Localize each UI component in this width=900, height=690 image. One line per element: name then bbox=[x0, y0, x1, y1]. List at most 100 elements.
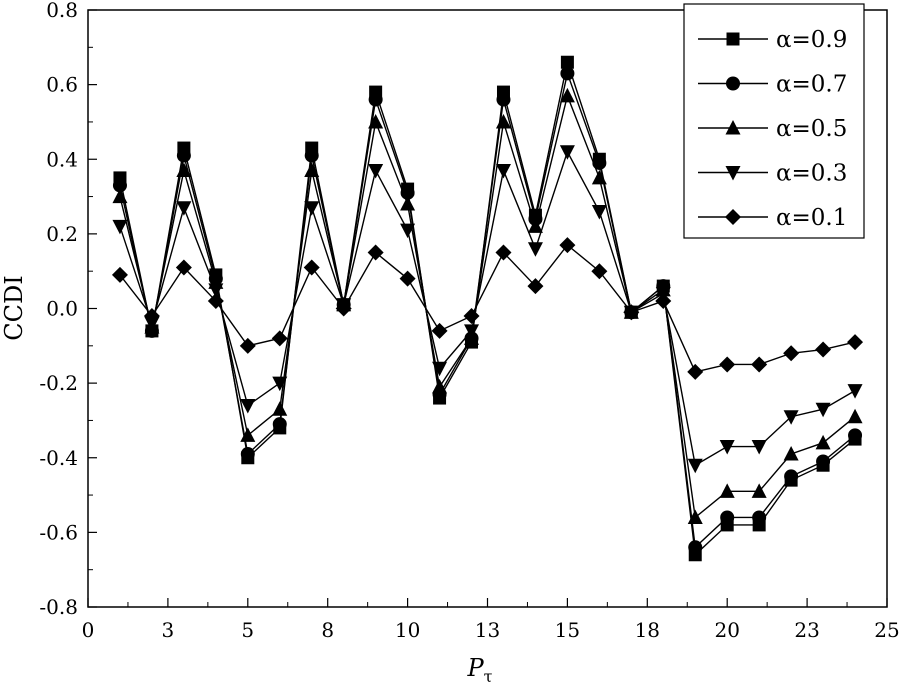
legend-marker bbox=[725, 120, 741, 135]
data-point bbox=[303, 259, 320, 276]
legend-marker bbox=[725, 166, 741, 181]
x-axis-title: Pτ bbox=[466, 654, 492, 686]
data-point bbox=[527, 218, 543, 233]
data-point bbox=[687, 458, 703, 474]
data-point bbox=[368, 113, 384, 129]
y-tick-label: 0.8 bbox=[46, 0, 78, 22]
data-point bbox=[591, 169, 607, 185]
data-point bbox=[400, 223, 416, 239]
data-point bbox=[655, 293, 672, 310]
x-axis: 0 3 5 8 10 13 15 18 20 23 25 bbox=[82, 598, 900, 642]
data-point bbox=[559, 237, 576, 254]
data-point bbox=[367, 244, 384, 261]
data-point bbox=[304, 201, 320, 216]
data-point bbox=[847, 408, 863, 424]
data-point bbox=[111, 266, 128, 283]
legend: α=0.9 α=0.7 α=0.5 α=0.3 α=0.1 bbox=[683, 3, 865, 239]
y-tick-label: -0.4 bbox=[39, 446, 78, 470]
x-tick-label: 25 bbox=[874, 618, 899, 642]
data-point bbox=[208, 283, 224, 298]
legend-label: α=0.1 bbox=[776, 205, 847, 231]
legend-label: α=0.5 bbox=[776, 116, 847, 142]
data-point bbox=[591, 204, 607, 220]
data-point bbox=[847, 334, 864, 351]
data-point bbox=[527, 242, 543, 257]
data-point bbox=[240, 447, 255, 462]
data-point bbox=[815, 341, 832, 358]
data-point bbox=[304, 148, 319, 163]
x-tick-label: 0 bbox=[82, 618, 95, 642]
y-axis: 0.8 0.6 0.4 0.2 0.0 -0.2 -0.4 -0.6 -0.8 bbox=[39, 0, 97, 619]
data-point bbox=[848, 428, 863, 443]
legend-marker bbox=[725, 209, 741, 225]
series-5 bbox=[111, 237, 864, 380]
x-axis-title-main: P bbox=[466, 654, 484, 682]
data-point bbox=[687, 509, 703, 524]
data-point bbox=[112, 188, 128, 204]
y-tick-label: 0.0 bbox=[46, 297, 78, 321]
data-point bbox=[559, 87, 575, 103]
legend-item: α=0.5 bbox=[698, 116, 847, 142]
data-point bbox=[463, 307, 480, 324]
data-point bbox=[112, 178, 127, 193]
data-point bbox=[495, 113, 511, 129]
x-tick-label: 5 bbox=[241, 618, 254, 642]
data-point bbox=[560, 66, 575, 81]
x-tick-label: 20 bbox=[714, 618, 739, 642]
data-point bbox=[719, 483, 735, 498]
data-point bbox=[783, 446, 799, 461]
y-tick-label: 0.6 bbox=[46, 73, 78, 97]
data-point bbox=[272, 376, 288, 392]
data-point bbox=[144, 316, 160, 332]
data-point bbox=[719, 440, 735, 455]
legend-label: α=0.7 bbox=[776, 72, 847, 98]
data-point bbox=[431, 322, 448, 339]
data-point bbox=[464, 324, 480, 339]
data-point bbox=[207, 293, 224, 310]
data-point bbox=[751, 483, 767, 498]
y-tick-label: -0.6 bbox=[39, 520, 78, 544]
data-point bbox=[847, 384, 863, 399]
x-tick-label: 3 bbox=[162, 618, 175, 642]
data-point bbox=[816, 454, 831, 469]
data-point bbox=[751, 356, 768, 373]
legend-item: α=0.9 bbox=[698, 27, 847, 53]
x-tick-label: 23 bbox=[794, 618, 819, 642]
x-tick-label: 18 bbox=[635, 618, 660, 642]
data-point bbox=[240, 427, 256, 442]
data-point bbox=[432, 378, 448, 394]
legend-label: α=0.3 bbox=[776, 161, 847, 187]
data-point bbox=[784, 469, 799, 484]
data-point bbox=[176, 201, 192, 216]
data-point bbox=[432, 361, 448, 377]
legend-item: α=0.1 bbox=[698, 205, 847, 231]
data-point bbox=[592, 155, 607, 170]
data-point bbox=[815, 434, 831, 450]
series-line bbox=[119, 150, 856, 467]
data-point bbox=[559, 145, 575, 160]
x-tick-label: 15 bbox=[555, 618, 580, 642]
data-point bbox=[175, 259, 192, 276]
y-axis-title: CCDI bbox=[0, 275, 28, 340]
data-point bbox=[783, 410, 799, 425]
data-point bbox=[335, 300, 352, 317]
data-point bbox=[623, 304, 640, 321]
x-tick-label: 13 bbox=[475, 618, 500, 642]
data-point bbox=[400, 196, 416, 211]
legend-label: α=0.9 bbox=[776, 27, 847, 53]
data-point bbox=[687, 363, 704, 380]
data-point bbox=[688, 540, 703, 555]
data-point bbox=[591, 263, 608, 280]
legend-item: α=0.3 bbox=[698, 161, 847, 187]
data-point bbox=[112, 219, 128, 235]
x-tick-label: 10 bbox=[395, 618, 420, 642]
series-4 bbox=[112, 145, 863, 474]
data-point bbox=[719, 356, 736, 373]
legend-box bbox=[683, 3, 865, 239]
data-point bbox=[304, 162, 320, 177]
y-tick-label: 0.4 bbox=[46, 147, 78, 171]
data-point bbox=[143, 307, 160, 324]
data-point bbox=[720, 510, 735, 525]
data-point bbox=[271, 330, 288, 347]
